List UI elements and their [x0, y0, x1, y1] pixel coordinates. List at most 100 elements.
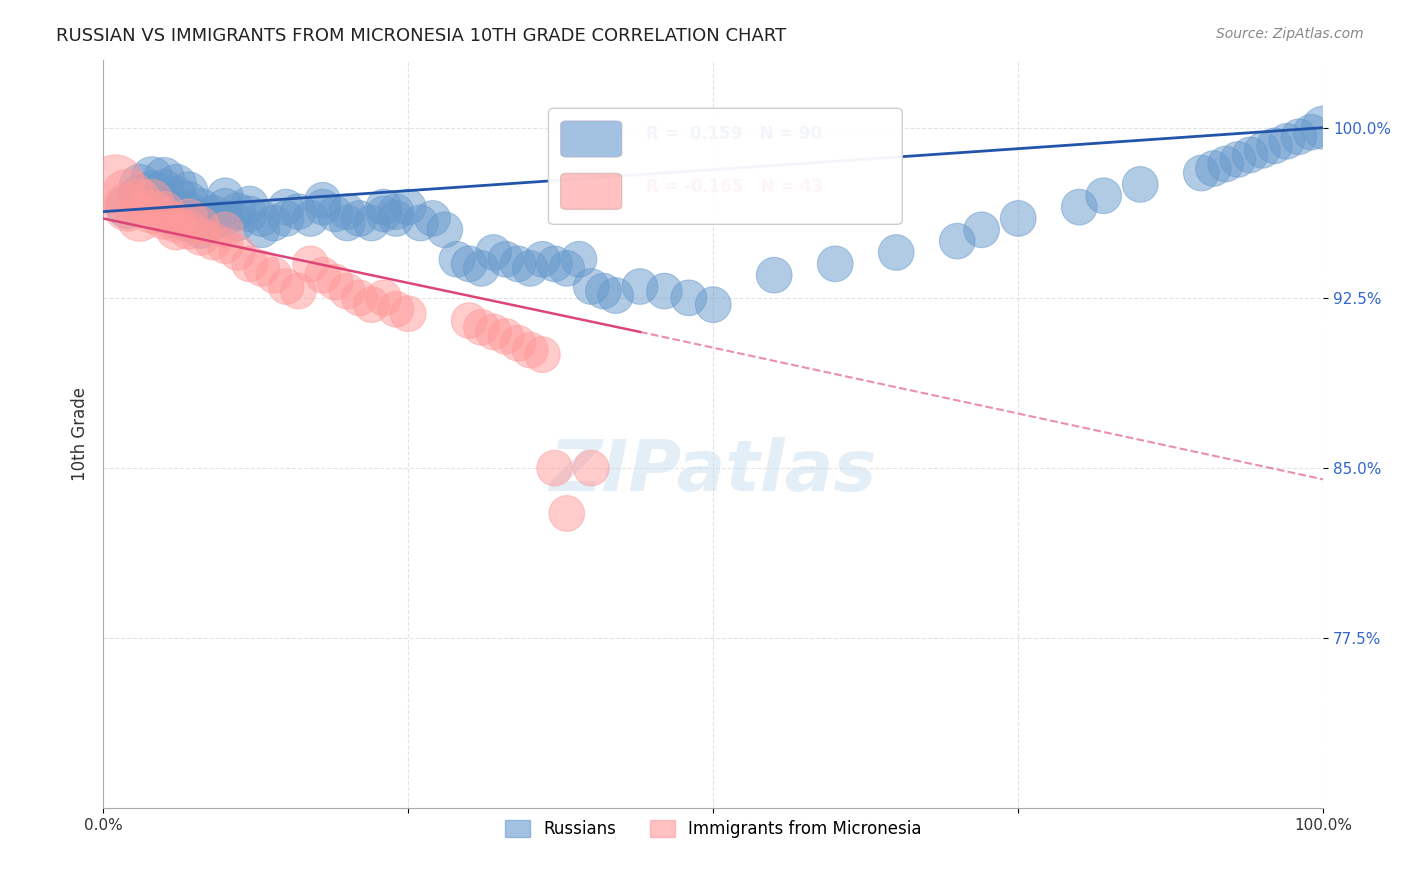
Point	[190, 229, 212, 244]
Point	[495, 252, 517, 267]
Point	[299, 257, 322, 271]
Point	[177, 184, 200, 198]
Point	[165, 178, 187, 192]
Point	[1007, 211, 1029, 226]
Point	[1069, 200, 1091, 214]
Point	[385, 302, 408, 317]
Point	[263, 216, 285, 230]
Point	[165, 211, 187, 226]
Point	[141, 204, 163, 219]
Point	[238, 257, 260, 271]
Point	[1239, 148, 1261, 162]
Point	[605, 288, 627, 302]
Point	[592, 284, 614, 298]
Point	[153, 170, 176, 185]
Point	[495, 329, 517, 343]
Point	[422, 211, 444, 226]
Point	[1129, 178, 1152, 192]
Point	[117, 200, 139, 214]
Point	[117, 200, 139, 214]
Point	[579, 279, 602, 293]
Point	[117, 188, 139, 202]
Point	[312, 200, 335, 214]
Point	[153, 211, 176, 226]
Point	[519, 261, 541, 276]
FancyBboxPatch shape	[561, 173, 621, 210]
Point	[1226, 153, 1249, 167]
Point	[165, 200, 187, 214]
Point	[654, 284, 676, 298]
Point	[165, 223, 187, 237]
Point	[628, 279, 651, 293]
Point	[190, 223, 212, 237]
Point	[177, 204, 200, 219]
Point	[276, 211, 298, 226]
Legend: Russians, Immigrants from Micronesia: Russians, Immigrants from Micronesia	[498, 814, 928, 845]
Point	[1275, 134, 1298, 148]
Text: ZIPatlas: ZIPatlas	[550, 437, 877, 506]
Point	[336, 284, 359, 298]
FancyBboxPatch shape	[548, 108, 903, 225]
Y-axis label: 10th Grade: 10th Grade	[72, 387, 89, 481]
Point	[385, 211, 408, 226]
Point	[1189, 166, 1212, 180]
Point	[482, 325, 505, 339]
Point	[263, 268, 285, 282]
Point	[250, 223, 273, 237]
Text: R = -0.165   N = 43: R = -0.165 N = 43	[647, 178, 824, 196]
Text: RUSSIAN VS IMMIGRANTS FROM MICRONESIA 10TH GRADE CORRELATION CHART: RUSSIAN VS IMMIGRANTS FROM MICRONESIA 10…	[56, 27, 786, 45]
Point	[214, 200, 236, 214]
Point	[349, 291, 371, 305]
Point	[519, 343, 541, 357]
Point	[238, 207, 260, 221]
Point	[190, 200, 212, 214]
Point	[373, 200, 395, 214]
Point	[1299, 125, 1322, 139]
Point	[141, 194, 163, 208]
Point	[128, 194, 150, 208]
Point	[190, 211, 212, 226]
Point	[214, 211, 236, 226]
Point	[214, 188, 236, 202]
Point	[579, 461, 602, 475]
Point	[287, 204, 309, 219]
Point	[287, 284, 309, 298]
Point	[336, 204, 359, 219]
Point	[250, 261, 273, 276]
Point	[276, 279, 298, 293]
Point	[312, 194, 335, 208]
Text: R =  0.159   N = 90: R = 0.159 N = 90	[647, 126, 823, 144]
Point	[470, 261, 492, 276]
Point	[153, 204, 176, 219]
Point	[458, 313, 481, 327]
Point	[323, 207, 346, 221]
Point	[177, 223, 200, 237]
Point	[702, 298, 724, 312]
Point	[141, 170, 163, 185]
Point	[568, 252, 591, 267]
Point	[201, 216, 224, 230]
Point	[1312, 120, 1334, 135]
Point	[201, 207, 224, 221]
Point	[214, 223, 236, 237]
Point	[226, 204, 249, 219]
Point	[506, 336, 529, 351]
Point	[276, 200, 298, 214]
Point	[482, 245, 505, 260]
Point	[678, 291, 700, 305]
Point	[128, 211, 150, 226]
Point	[299, 211, 322, 226]
Point	[470, 320, 492, 334]
Point	[128, 188, 150, 202]
Point	[555, 507, 578, 521]
Point	[1263, 138, 1285, 153]
Point	[555, 261, 578, 276]
Point	[446, 252, 468, 267]
Point	[190, 219, 212, 233]
Point	[360, 298, 382, 312]
Point	[349, 211, 371, 226]
Point	[177, 216, 200, 230]
Point	[250, 211, 273, 226]
FancyBboxPatch shape	[561, 121, 621, 157]
Point	[360, 216, 382, 230]
